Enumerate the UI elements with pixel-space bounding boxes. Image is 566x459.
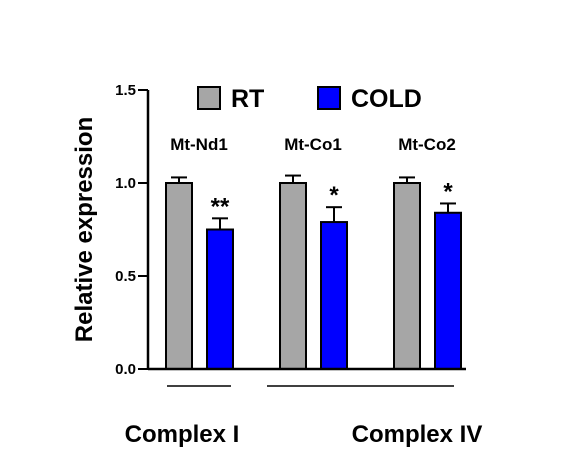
legend-label-rt: RT [231, 85, 264, 113]
y-tick-label: 1.5 [115, 82, 136, 99]
legend-swatch-cold [317, 86, 341, 110]
bar-cold-mt-co1 [320, 221, 348, 370]
bar-rt-mt-co2 [393, 182, 421, 370]
y-tick-label: 0.0 [115, 361, 136, 378]
group-label: Complex IV [352, 421, 483, 448]
significance-marker: * [329, 182, 339, 209]
bar-rt-mt-nd1 [165, 182, 193, 370]
bar-cold-mt-nd1 [206, 228, 234, 370]
group-label: Complex I [125, 421, 240, 448]
bar-cold-mt-co2 [434, 211, 462, 370]
y-axis-title: Relative expression [71, 117, 98, 342]
significance-marker: ** [211, 193, 230, 220]
gene-label: Mt-Nd1 [170, 135, 228, 154]
y-tick-label: 1.0 [115, 175, 136, 192]
y-tick-label: 0.5 [115, 268, 136, 285]
legend-label-cold: COLD [351, 85, 422, 113]
bar-rt-mt-co1 [279, 182, 307, 370]
gene-label: Mt-Co2 [398, 135, 456, 154]
gene-label: Mt-Co1 [284, 135, 342, 154]
significance-marker: * [443, 178, 453, 205]
legend-swatch-rt [197, 86, 221, 110]
